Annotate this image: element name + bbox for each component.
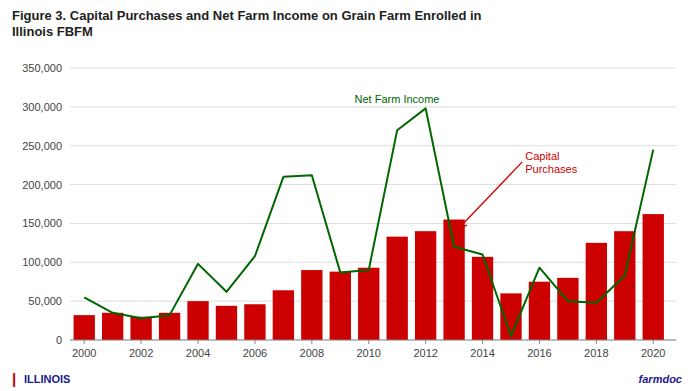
x-tick (311, 340, 312, 344)
x-tick-label: 2010 (356, 347, 380, 359)
bar (529, 282, 550, 340)
x-tick-label: 2008 (300, 347, 324, 359)
bar (330, 272, 351, 340)
y-tick-label: 300,000 (22, 101, 62, 113)
x-tick (539, 340, 540, 344)
bar (187, 301, 208, 340)
bar (643, 214, 664, 340)
bar (358, 268, 379, 340)
y-tick-label: 150,000 (22, 217, 62, 229)
x-tick-label: 2012 (413, 347, 437, 359)
title: Figure 3. Capital Purchases and Net Farm… (12, 8, 482, 39)
x-tick-label: 2020 (641, 347, 665, 359)
x-tick (482, 340, 483, 344)
title-line: Figure 3. Capital Purchases and Net Farm… (12, 8, 482, 23)
x-tick (141, 340, 142, 344)
grid-line (70, 184, 676, 185)
x-tick-label: 2000 (72, 347, 96, 359)
title-line: Illinois FBFM (12, 24, 93, 39)
x-axis-line (70, 340, 676, 341)
x-tick-label: 2006 (243, 347, 267, 359)
footer-mark: | (12, 370, 16, 387)
x-tick-label: 2002 (129, 347, 153, 359)
grid-line (70, 145, 676, 146)
bar (273, 290, 294, 340)
bar (472, 257, 493, 340)
annotation: Net Farm Income (355, 93, 440, 105)
x-tick (254, 340, 255, 344)
bar (387, 237, 408, 340)
y-grid (70, 68, 676, 340)
footer-right: farmdoc (639, 373, 682, 385)
x-tick (653, 340, 654, 344)
annotation-line: Net Farm Income (355, 93, 440, 105)
bar (614, 231, 635, 340)
grid-line (70, 68, 676, 69)
bar (301, 270, 322, 340)
bar (74, 315, 95, 340)
x-tick (596, 340, 597, 344)
bar (557, 278, 578, 340)
y-tick-label: 0 (56, 334, 62, 346)
x-tick (368, 340, 369, 344)
chart: Figure 3. Capital Purchases and Net Farm… (0, 0, 694, 391)
grid-line (70, 262, 676, 263)
bar (130, 317, 151, 340)
x-tick (425, 340, 426, 344)
grid-line (70, 223, 676, 224)
y-tick-label: 100,000 (22, 256, 62, 268)
marks (74, 108, 664, 340)
x-tick-label: 2018 (584, 347, 608, 359)
line (84, 108, 653, 336)
x-tick-label: 2016 (527, 347, 551, 359)
annotation-line: Capital (525, 150, 559, 162)
x-tick-label: 2014 (470, 347, 494, 359)
bar (216, 306, 237, 340)
x-tick (84, 340, 85, 344)
y-tick-label: 350,000 (22, 62, 62, 74)
x-tick (198, 340, 199, 344)
x-tick-label: 2004 (186, 347, 210, 359)
annotation: CapitalPurchases (525, 150, 577, 175)
annotation-line: Purchases (525, 163, 577, 175)
y-tick-label: 50,000 (28, 295, 62, 307)
bar (415, 231, 436, 340)
bar (102, 313, 123, 340)
y-tick-label: 250,000 (22, 140, 62, 152)
y-tick-label: 200,000 (22, 179, 62, 191)
grid-line (70, 340, 676, 341)
annotation-arrow (460, 162, 522, 227)
footer-left: ILLINOIS (24, 373, 70, 385)
bar (244, 304, 265, 340)
bar (443, 220, 464, 340)
grid-line (70, 106, 676, 107)
bar (586, 243, 607, 340)
